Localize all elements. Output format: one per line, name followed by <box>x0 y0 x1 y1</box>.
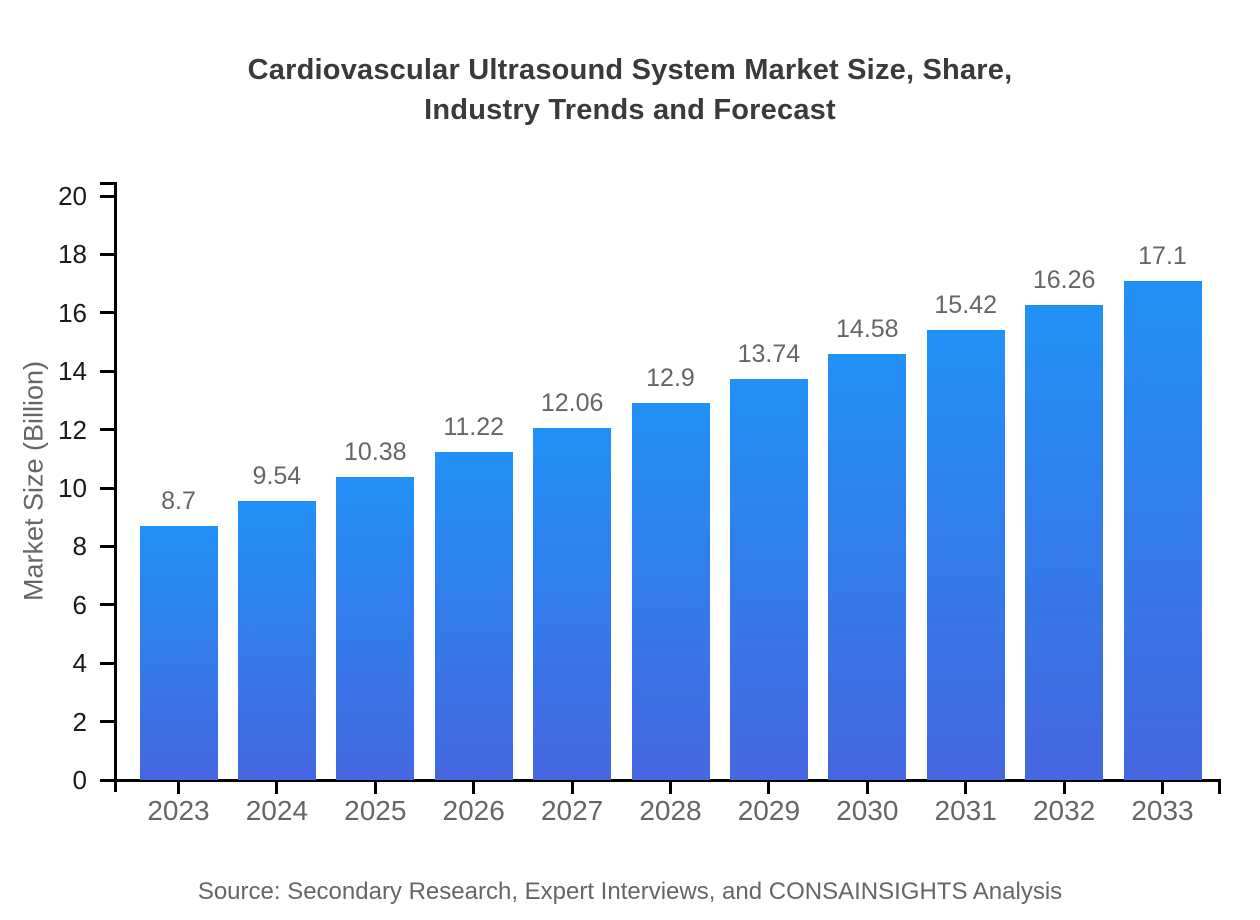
x-tick-label-2032: 2032 <box>1032 795 1096 826</box>
bar-2030 <box>828 354 907 780</box>
bar-value-label: 8.7 <box>161 486 196 515</box>
x-tick-mark <box>865 780 869 794</box>
bar-2027 <box>533 427 612 780</box>
bar-value-label: 11.22 <box>443 413 505 442</box>
bar-value-label: 10.38 <box>344 437 407 466</box>
chart-title: Cardiovascular Ultrasound System Market … <box>0 50 1260 130</box>
bar-value-label: 14.58 <box>836 315 899 344</box>
y-tick-mark <box>100 603 114 607</box>
x-axis-line <box>105 778 1221 782</box>
y-tick-mark <box>100 369 114 373</box>
y-tick-mark <box>100 778 114 782</box>
x-tick-label-2027: 2027 <box>540 795 604 826</box>
y-tick-label: 8 <box>72 531 87 562</box>
x-tick-mark <box>1062 780 1066 794</box>
y-tick-label: 10 <box>58 473 87 503</box>
x-tick-label-2031: 2031 <box>934 795 997 826</box>
y-tick-mark <box>100 486 114 490</box>
chart-title-line1: Cardiovascular Ultrasound System Market … <box>247 54 1013 86</box>
bar-value-label: 17.1 <box>1138 241 1187 270</box>
y-tick-mark <box>100 194 114 198</box>
bar-value-label: 15.42 <box>934 290 997 319</box>
bar-2025 <box>336 476 415 780</box>
y-tick-label: 16 <box>58 297 87 328</box>
y-tick-label: 2 <box>72 706 87 737</box>
y-tick-label: 6 <box>72 589 87 620</box>
x-tick-label-2023: 2023 <box>147 795 210 826</box>
bar-2033 <box>1123 280 1202 780</box>
bar-2032 <box>1025 305 1104 780</box>
bar-2029 <box>729 378 808 780</box>
y-tick-mark <box>100 311 114 315</box>
bar-value-label: 9.54 <box>252 462 302 491</box>
y-tick-mark <box>100 544 114 548</box>
y-axis-end-cap <box>100 182 114 185</box>
x-tick-mark <box>669 780 672 794</box>
bar-2028 <box>631 403 710 780</box>
y-tick-label: 18 <box>58 239 87 270</box>
bar-value-label: 12.9 <box>646 364 695 393</box>
x-tick-mark <box>964 780 968 794</box>
bar-2031 <box>926 329 1005 780</box>
x-tick-mark <box>177 780 180 794</box>
x-tick-mark <box>570 780 574 794</box>
y-tick-label: 12 <box>58 414 87 445</box>
bar-value-label: 16.26 <box>1032 266 1096 295</box>
x-tick-mark <box>1161 780 1164 794</box>
x-tick-mark <box>275 780 279 794</box>
x-tick-label-2025: 2025 <box>344 795 407 826</box>
bar-2026 <box>434 452 513 780</box>
bar-value-label: 13.74 <box>737 339 801 368</box>
y-tick-label: 14 <box>58 356 87 387</box>
bar-value-label: 12.06 <box>540 388 604 417</box>
x-tick-mark <box>472 780 476 794</box>
bar-2024 <box>237 501 316 780</box>
x-tick-mark <box>767 780 771 794</box>
source-note: Source: Secondary Research, Expert Inter… <box>197 878 1063 905</box>
chart-title-line2: Industry Trends and Forecast <box>424 94 836 126</box>
y-tick-mark <box>100 428 114 432</box>
x-tick-mark <box>373 780 377 794</box>
y-tick-mark <box>100 720 114 724</box>
y-tick-label: 4 <box>72 648 87 679</box>
y-tick-mark <box>100 252 114 256</box>
y-tick-mark <box>100 661 114 665</box>
plot-area: 0 2 4 6 8 10 12 14 16 18 20 8.7 2023 9.54 2024 10.38 202… <box>58 181 1221 826</box>
x-tick-label-2033: 2033 <box>1131 795 1194 826</box>
x-axis-end-cap <box>1218 780 1221 794</box>
x-tick-label-2028: 2028 <box>639 795 702 826</box>
y-tick-label: 20 <box>58 181 87 211</box>
y-tick-label: 0 <box>72 765 87 795</box>
x-tick-label-2026: 2026 <box>442 795 505 826</box>
x-tick-label-2024: 2024 <box>245 795 309 826</box>
y-axis-line <box>114 182 117 792</box>
x-tick-label-2030: 2030 <box>836 795 899 826</box>
x-tick-label-2029: 2029 <box>737 795 801 826</box>
bar-2023 <box>139 525 218 780</box>
